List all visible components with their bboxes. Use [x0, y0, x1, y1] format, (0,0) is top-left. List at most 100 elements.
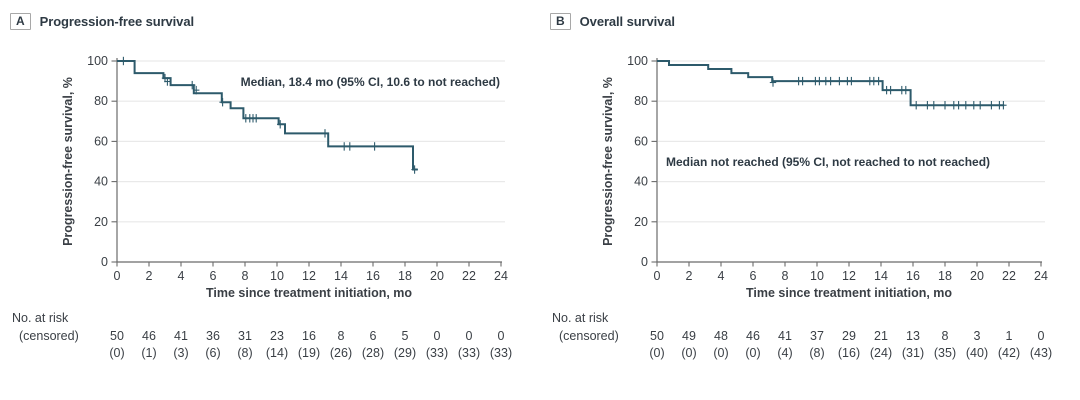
- x-tick-label: 18: [398, 269, 412, 283]
- y-tick-label: 60: [94, 134, 108, 148]
- y-tick-label: 20: [634, 215, 648, 229]
- risk-count: 3: [974, 329, 981, 343]
- x-tick-label: 6: [750, 269, 757, 283]
- risk-count: 0: [498, 329, 505, 343]
- risk-censored-count: (33): [458, 346, 480, 360]
- risk-censored-count: (0): [649, 346, 664, 360]
- risk-censored-count: (35): [934, 346, 956, 360]
- y-axis-title: Progression-free survival, %: [601, 77, 615, 246]
- risk-count: 5: [402, 329, 409, 343]
- risk-censored-count: (33): [490, 346, 512, 360]
- risk-count: 8: [338, 329, 345, 343]
- risk-count: 50: [110, 329, 124, 343]
- risk-count: 16: [302, 329, 316, 343]
- panel-b-median-annotation: Median not reached (95% CI, not reached …: [665, 155, 991, 169]
- x-tick-label: 20: [430, 269, 444, 283]
- y-tick-label: 60: [634, 134, 648, 148]
- y-tick-label: 0: [641, 255, 648, 269]
- x-tick-label: 8: [782, 269, 789, 283]
- x-tick-label: 16: [906, 269, 920, 283]
- panel-a-title: Progression-free survival: [39, 14, 194, 29]
- y-tick-label: 0: [101, 255, 108, 269]
- risk-censored-count: (0): [681, 346, 696, 360]
- risk-censored-count: (29): [394, 346, 416, 360]
- risk-count: 0: [1038, 329, 1045, 343]
- panel-b-censored-label: (censored): [559, 329, 619, 343]
- panel-a-header: A Progression-free survival: [10, 13, 194, 30]
- risk-count: 31: [238, 329, 252, 343]
- y-tick-label: 80: [94, 94, 108, 108]
- x-tick-label: 20: [970, 269, 984, 283]
- x-tick-label: 14: [334, 269, 348, 283]
- risk-censored-count: (0): [109, 346, 124, 360]
- risk-count: 29: [842, 329, 856, 343]
- risk-censored-count: (43): [1030, 346, 1052, 360]
- x-tick-label: 10: [810, 269, 824, 283]
- x-tick-label: 6: [210, 269, 217, 283]
- risk-censored-count: (8): [237, 346, 252, 360]
- risk-censored-count: (14): [266, 346, 288, 360]
- y-tick-label: 100: [87, 54, 108, 68]
- panel-a-letter-box: A: [10, 13, 31, 30]
- risk-censored-count: (16): [838, 346, 860, 360]
- panel-b-letter-box: B: [550, 13, 571, 30]
- risk-count: 21: [874, 329, 888, 343]
- panel-a-no-at-risk-label: No. at risk: [12, 311, 69, 325]
- x-tick-label: 22: [462, 269, 476, 283]
- x-tick-label: 12: [302, 269, 316, 283]
- risk-censored-count: (6): [205, 346, 220, 360]
- y-tick-label: 100: [627, 54, 648, 68]
- risk-count: 13: [906, 329, 920, 343]
- risk-censored-count: (0): [745, 346, 760, 360]
- risk-count: 50: [650, 329, 664, 343]
- x-tick-label: 14: [874, 269, 888, 283]
- risk-censored-count: (40): [966, 346, 988, 360]
- x-tick-label: 4: [718, 269, 725, 283]
- x-axis-title: Time since treatment initiation, mo: [206, 286, 412, 300]
- risk-censored-count: (42): [998, 346, 1020, 360]
- risk-count: 41: [778, 329, 792, 343]
- risk-count: 41: [174, 329, 188, 343]
- risk-censored-count: (31): [902, 346, 924, 360]
- x-tick-label: 18: [938, 269, 952, 283]
- x-tick-label: 4: [178, 269, 185, 283]
- risk-censored-count: (26): [330, 346, 352, 360]
- y-axis-title: Progression-free survival, %: [61, 77, 75, 246]
- risk-count: 46: [746, 329, 760, 343]
- risk-count: 8: [942, 329, 949, 343]
- x-tick-label: 12: [842, 269, 856, 283]
- risk-count: 46: [142, 329, 156, 343]
- risk-count: 49: [682, 329, 696, 343]
- risk-censored-count: (8): [809, 346, 824, 360]
- risk-count: 48: [714, 329, 728, 343]
- y-tick-label: 40: [634, 175, 648, 189]
- risk-count: 37: [810, 329, 824, 343]
- panel-overall-survival: B Overall survival 0 20 40 60 80 100 0 2 4 6 8 10 12…: [540, 0, 1080, 400]
- risk-censored-count: (19): [298, 346, 320, 360]
- risk-count: 23: [270, 329, 284, 343]
- km-curve: [657, 60, 1005, 107]
- x-axis-title: Time since treatment initiation, mo: [746, 286, 952, 300]
- panel-b-title: Overall survival: [579, 14, 675, 29]
- panel-b-header: B Overall survival: [550, 13, 675, 30]
- y-tick-label: 80: [634, 94, 648, 108]
- x-tick-label: 24: [494, 269, 508, 283]
- x-tick-label: 0: [114, 269, 121, 283]
- panel-b-no-at-risk-label: No. at risk: [552, 311, 609, 325]
- risk-count: 36: [206, 329, 220, 343]
- panel-a-median-annotation: Median, 18.4 mo (95% CI, 10.6 to not rea…: [240, 75, 500, 89]
- x-tick-label: 16: [366, 269, 380, 283]
- y-tick-label: 40: [94, 175, 108, 189]
- km-curve: [117, 60, 418, 171]
- risk-count: 6: [370, 329, 377, 343]
- risk-censored-count: (1): [141, 346, 156, 360]
- x-tick-label: 24: [1034, 269, 1048, 283]
- risk-count: 0: [434, 329, 441, 343]
- x-tick-label: 8: [242, 269, 249, 283]
- x-tick-label: 10: [270, 269, 284, 283]
- x-tick-label: 2: [686, 269, 693, 283]
- risk-censored-count: (28): [362, 346, 384, 360]
- panel-progression-free-survival: A Progression-free survival 0 20 40 60 80 100…: [10, 13, 512, 360]
